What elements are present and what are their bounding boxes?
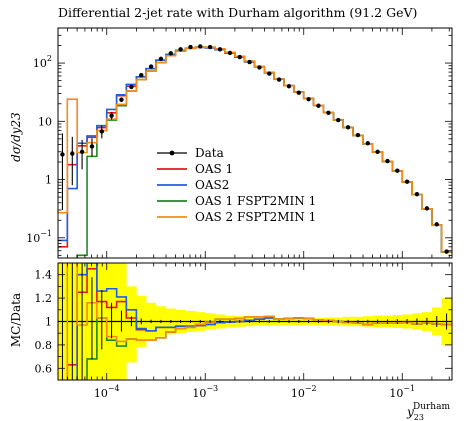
data-point [60,152,65,157]
data-point [158,56,164,62]
data-point [267,71,272,76]
data-point [79,149,85,154]
ratio-y-axis-label-group: MC/Data [9,293,23,347]
tick-base: 10 [38,115,52,128]
data-point [424,206,430,211]
tick-base: 10 [389,387,403,400]
data-point [148,64,154,69]
data-point [385,158,390,164]
legend-label-1: OAS 1 [195,162,233,176]
tick-exponent: −3 [206,384,218,393]
ratio-y-tick-label: 1.4 [35,269,53,282]
data-point [119,97,124,102]
x-tick-label: 10−3 [192,384,218,400]
ratio-y-tick-label: 1.2 [35,292,53,305]
ratio-y-tick-label: 0.8 [35,339,53,352]
legend: Data OAS 1 OAS2 OAS 1 FSPT2MIN 1 OAS 2 FSPT2… [157,146,316,224]
main-y-tick-label: 102 [33,54,52,70]
data-point [168,51,173,56]
data-point [227,50,233,56]
tick-base: 10 [192,387,206,400]
data-point [247,59,252,65]
main-y-axis-label: dσ/dy23 [9,112,23,162]
data-point [326,110,331,116]
legend-label-2: OAS2 [195,178,229,192]
tick-base: 10 [33,57,47,70]
chart-title: Differential 2-jet rate with Durham algo… [58,5,417,20]
main-y-axis-label-text: dσ/dy23 [9,112,23,162]
data-point [395,168,400,173]
x-axis-label-sup: Durham [413,402,450,412]
data-point [109,113,114,118]
tick-exponent: −4 [108,384,120,393]
x-tick-label: 10−2 [291,384,317,400]
data-point [345,125,351,130]
data-point [198,44,203,49]
x-axis-label-sub: 23 [414,413,424,421]
ratio-y-tick-label: 0.6 [35,362,53,375]
legend-label-4: OAS 2 FSPT2MIN 1 [195,210,316,224]
data-point [129,84,134,90]
ratio-line-3 [66,263,452,380]
data-point [70,151,75,156]
data-point [276,77,282,82]
tick-exponent: −1 [40,229,52,238]
x-tick-label: 10−1 [389,384,415,400]
ratio-y-axis-label: MC/Data [9,293,23,347]
tick-exponent: −2 [305,384,317,393]
data-point [89,144,95,149]
data-point [404,179,410,184]
data-point [178,47,183,52]
data-point [207,44,213,50]
tick-base: 10 [94,387,108,400]
main-y-axis-label-group: dσ/dy23 [9,112,23,162]
tick-base: 1 [45,174,52,187]
ratio-y-tick-label: 1 [45,316,52,329]
data-point [257,65,262,70]
data-point [434,222,439,227]
data-point [336,117,341,123]
data-point [414,192,420,197]
data-point [99,129,105,134]
main-y-tick-label: 10−1 [26,229,52,245]
data-point [237,54,242,60]
tick-exponent: −1 [403,384,415,393]
tick-exponent: 2 [47,54,52,63]
data-point [444,249,449,254]
tick-base: 10 [291,387,305,400]
main-plot-frame [57,27,453,259]
mc-line-2 [76,46,452,258]
data-point [188,44,193,50]
x-axis-label-main: y [406,405,414,419]
main-y-tick-label: 1 [45,174,52,187]
data-point [296,90,302,95]
data-point [365,141,370,146]
legend-label-0: Data [195,146,224,160]
main-y-tick-label: 10 [38,115,52,128]
legend-data-marker [169,150,175,156]
x-axis-label: y23Durham [406,402,450,421]
data-point [306,96,311,102]
data-point [375,149,380,154]
tick-base: 10 [26,232,40,245]
data-point [316,103,321,108]
x-tick-label: 10−4 [94,384,120,400]
data-point [355,132,361,138]
ratio-plot-panel: 0.60.811.21.410−4 10−3 10−2 10−1 [35,262,453,400]
mc-line-3 [58,46,452,253]
data-point [286,84,292,89]
legend-label-3: OAS 1 FSPT2MIN 1 [195,194,316,208]
data-point [217,47,223,52]
data-point [139,72,144,78]
